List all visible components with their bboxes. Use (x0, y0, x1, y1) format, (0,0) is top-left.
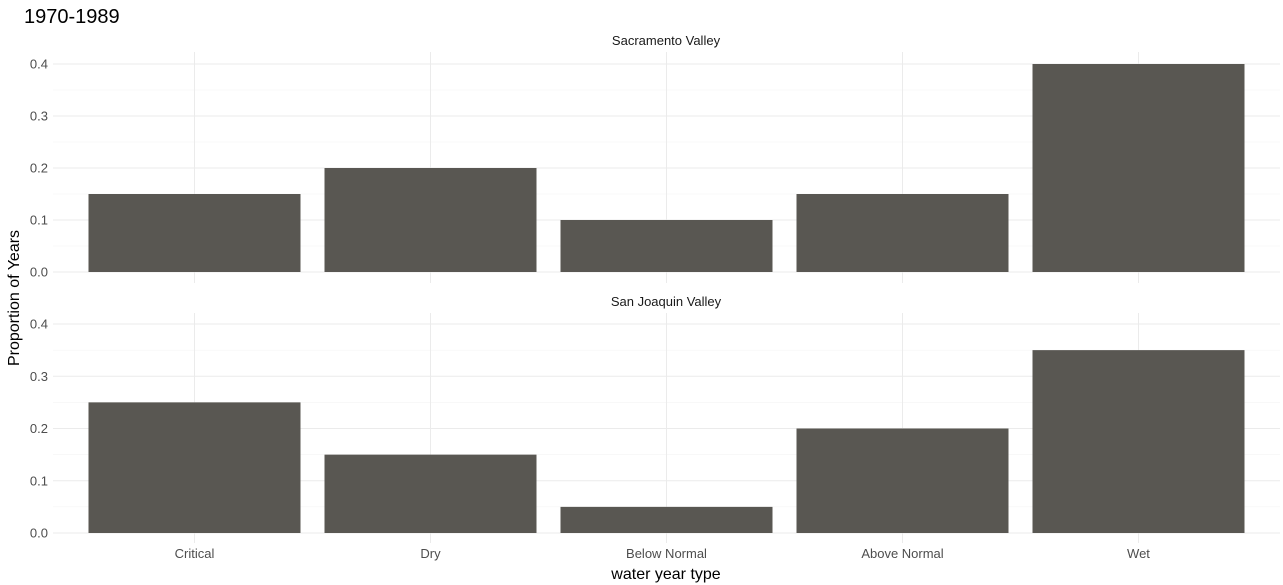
y-tick-label: 0.3 (30, 109, 48, 124)
facet-strip-label: San Joaquin Valley (611, 294, 722, 309)
bar-wet (1032, 64, 1245, 272)
bar-below-normal (560, 220, 773, 272)
y-tick-label: 0.1 (30, 213, 48, 228)
y-tick-label: 0.0 (30, 526, 48, 541)
bar-critical (88, 402, 301, 533)
x-tick-label: Above Normal (861, 546, 943, 561)
y-tick-label: 0.2 (30, 421, 48, 436)
chart-title: 1970-1989 (24, 6, 120, 28)
bar-below-normal (560, 506, 773, 533)
bar-above-normal (796, 194, 1009, 272)
facet-panel-1: Sacramento Valley 0.0 0.1 0.2 0.3 0.4 (30, 33, 1280, 283)
bar-dry (324, 168, 537, 272)
y-tick-label: 0.4 (30, 57, 48, 72)
y-tick-label: 0.2 (30, 161, 48, 176)
y-tick-label: 0.4 (30, 317, 48, 332)
y-axis-title: Proportion of Years (6, 230, 23, 366)
x-axis-title: water year type (610, 566, 720, 583)
facet-panel-2: San Joaquin Valley 0.0 0.1 0.2 0.3 0.4 (30, 294, 1280, 543)
x-tick-label: Wet (1127, 546, 1150, 561)
x-tick-label: Critical (175, 546, 215, 561)
bar-critical (88, 194, 301, 272)
bar-above-normal (796, 428, 1009, 533)
y-tick-label: 0.0 (30, 265, 48, 280)
x-tick-label: Dry (420, 546, 441, 561)
bar-wet (1032, 350, 1245, 533)
bar-dry (324, 454, 537, 533)
y-tick-label: 0.1 (30, 473, 48, 488)
facet-strip-label: Sacramento Valley (612, 33, 721, 48)
y-tick-label: 0.3 (30, 369, 48, 384)
x-tick-label: Below Normal (626, 546, 707, 561)
